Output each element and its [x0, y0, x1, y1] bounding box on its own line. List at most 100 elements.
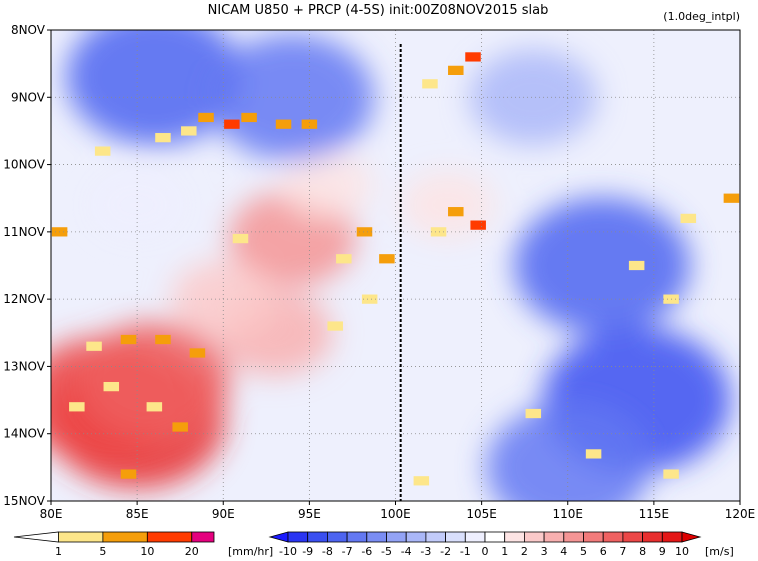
u850-legend-swatch-5 — [366, 531, 387, 543]
precip-legend-swatch-1 — [58, 531, 104, 543]
u850-legend-label-1: -9 — [302, 545, 313, 558]
u850-legend-swatch-16 — [583, 531, 604, 543]
u850-legend-label-9: -1 — [460, 545, 471, 558]
precip-legend-label-0: 1 — [55, 545, 62, 558]
precip-cell-21 — [155, 334, 171, 345]
precip-cell-7 — [301, 119, 318, 129]
u850-region-8 — [91, 171, 184, 238]
precip-cell-10 — [94, 146, 111, 156]
precip-legend-arrow — [13, 531, 59, 543]
u850-legend-label-20: 10 — [675, 545, 689, 558]
x-tick-label-2: 90E — [212, 507, 235, 521]
y-tick-label-7: 15NOV — [3, 494, 45, 508]
precip-cell-9 — [181, 126, 197, 136]
u850-legend-swatch-9 — [445, 531, 466, 543]
precip-cell-25 — [146, 402, 163, 412]
precip-cell-29 — [525, 408, 542, 419]
u850-field — [51, 30, 731, 501]
u850-legend-swatch-1 — [287, 531, 309, 543]
u850-legend-label-13: 3 — [541, 545, 548, 558]
precip-cell-23 — [189, 348, 206, 358]
x-tick-label-5: 105E — [466, 507, 497, 521]
u850-region-11 — [514, 197, 691, 334]
u850-legend-units: [m/s] — [705, 545, 734, 558]
precip-legend-swatch-2 — [102, 531, 148, 543]
precip-cell-20 — [120, 334, 137, 345]
x-tick-label-1: 85E — [126, 507, 149, 521]
u850-region-6 — [401, 171, 494, 238]
u850-region-2 — [78, 321, 231, 438]
precip-cell-35 — [628, 260, 645, 271]
y-tick-label-6: 14NOV — [3, 427, 45, 441]
u850-legend-label-18: 8 — [639, 545, 646, 558]
precip-cell-30 — [585, 449, 602, 459]
u850-legend-arrow-right — [681, 531, 702, 543]
u850-region-14 — [485, 404, 650, 501]
u850-legend-swatch-10 — [464, 531, 486, 543]
precip-cell-37 — [327, 321, 343, 331]
u850-legend-swatch-7 — [405, 531, 427, 543]
u850-legend-swatch-17 — [602, 531, 624, 543]
y-axis: 8NOV 9NOV 10NOV 11NOV 12NOV 13NOV 14NOV 15NOV — [3, 23, 51, 508]
chart-title: NICAM U850 + PRCP (4-5S) init:00Z08NOV20… — [208, 3, 549, 18]
x-tick-label-7: 115E — [639, 507, 670, 521]
precip-cell-11 — [470, 220, 486, 230]
plot-area: 80E 85E 90E 95E 100E 105E 110E 115E 120E 8NOV 9NO… — [3, 23, 755, 521]
u850-legend-label-5: -5 — [381, 545, 392, 558]
u850-legend-label-14: 4 — [560, 545, 567, 558]
u850-legend-label-12: 2 — [521, 545, 528, 558]
precip-cell-28 — [120, 469, 137, 479]
precip-legend-label-3: 20 — [185, 545, 199, 558]
u850-legend-label-3: -7 — [342, 545, 353, 558]
u850-legend-label-4: -6 — [361, 545, 372, 558]
u850-region-7 — [280, 151, 373, 218]
u850-legend-label-7: -3 — [420, 545, 431, 558]
u850-legend-label-17: 7 — [619, 545, 626, 558]
x-tick-label-6: 110E — [553, 507, 584, 521]
precip-legend-label-1: 5 — [99, 545, 106, 558]
x-axis: 80E 85E 90E 95E 100E 105E 110E 115E 120E — [40, 501, 755, 521]
precip-cell-33 — [723, 193, 740, 203]
precip-legend-swatch-3 — [146, 531, 193, 543]
precip-cell-5 — [241, 112, 257, 123]
precip-cell-0 — [465, 52, 481, 62]
precip-cell-2 — [422, 79, 438, 89]
precip-cell-27 — [69, 402, 85, 412]
y-tick-label-3: 11NOV — [3, 225, 45, 239]
y-tick-label-1: 9NOV — [11, 90, 46, 104]
u850-region-10 — [210, 34, 375, 161]
precip-cell-12 — [448, 207, 464, 217]
precip-cell-36 — [413, 476, 430, 486]
precip-cell-13 — [430, 227, 447, 237]
u850-legend-label-11: 1 — [501, 545, 508, 558]
precip-legend-label-2: 10 — [140, 545, 154, 558]
u850-legend-swatch-18 — [622, 531, 644, 543]
precip-cell-3 — [198, 112, 214, 123]
precip-cell-16 — [356, 227, 373, 237]
precip-cell-17 — [336, 254, 352, 264]
u850-legend-swatch-20 — [661, 531, 683, 543]
precip-cell-8 — [155, 133, 171, 143]
precip-legend: 1 5 10 20 [mm/hr] — [13, 531, 273, 558]
u850-legend-label-19: 9 — [659, 545, 666, 558]
y-tick-label-4: 12NOV — [3, 292, 45, 306]
precip-cell-1 — [448, 65, 464, 75]
grid-lines — [51, 30, 740, 501]
u850-legend-swatch-6 — [386, 531, 407, 543]
u850-legend-label-10: 0 — [482, 545, 489, 558]
u850-legend-swatch-8 — [425, 531, 446, 543]
u850-legend: -10 -9 -8 -7 -6 -5 -4 -3 -2 -1 0 1 2 3 4 5 6 7 8 9 10 [m/s] — [268, 531, 734, 558]
u850-legend-arrow-left — [268, 531, 289, 543]
u850-legend-swatch-11 — [484, 531, 506, 543]
u850-legend-swatch-4 — [346, 531, 368, 543]
u850-legend-label-8: -2 — [440, 545, 451, 558]
u850-legend-label-16: 6 — [600, 545, 607, 558]
u850-legend-swatch-15 — [563, 531, 584, 543]
precip-cell-32 — [663, 469, 679, 479]
y-tick-label-5: 13NOV — [3, 359, 45, 373]
precip-cell-4 — [224, 119, 240, 129]
u850-legend-swatch-14 — [543, 531, 565, 543]
precip-cell-26 — [172, 422, 188, 432]
resolution-note: (1.0deg_intpl) — [663, 10, 740, 23]
